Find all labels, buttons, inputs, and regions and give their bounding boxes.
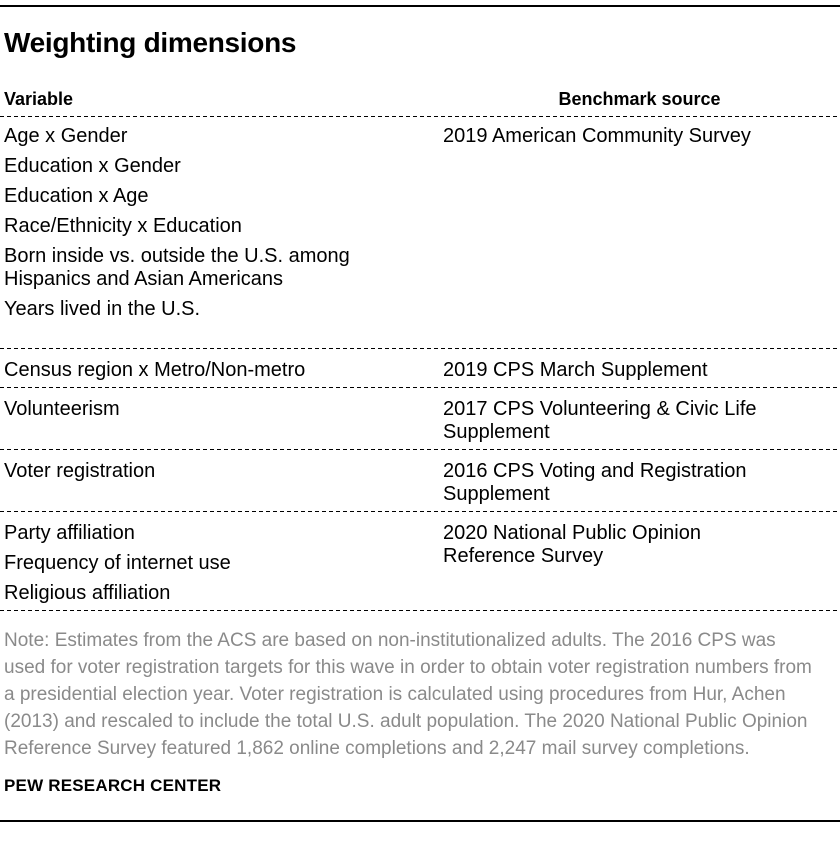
table-row: Age x Gender Education x Gender Education …: [0, 117, 840, 349]
column-header-benchmark-source: Benchmark source: [558, 89, 721, 109]
variable-item: Years lived in the U.S.: [4, 298, 201, 320]
table-row: Party affiliation Frequency of internet u…: [0, 512, 840, 611]
variable-item: Voter registration: [4, 460, 156, 482]
variable-cell: Age x Gender Education x Gender Education …: [0, 125, 439, 321]
variable-item: Age x Gender: [4, 125, 128, 147]
variable-item: Frequency of internet use: [4, 552, 231, 574]
variable-item: Race/Ethnicity x Education: [4, 215, 242, 237]
variable-cell: Party affiliation Frequency of internet u…: [0, 522, 439, 605]
source-cell: 2019 American Community Survey: [443, 125, 751, 147]
variable-item: Party affiliation: [4, 522, 135, 544]
variable-cell: Volunteerism: [0, 398, 439, 444]
top-rule: [0, 5, 840, 7]
table-row: Census region x Metro/Non-metro 2019 CPS…: [0, 349, 840, 388]
variable-cell: Voter registration: [0, 460, 439, 506]
table-row: Volunteerism 2017 CPS Volunteering & Civ…: [0, 388, 840, 450]
variable-item: Volunteerism: [4, 398, 120, 420]
source-cell: 2017 CPS Volunteering & Civic Life Suppl…: [443, 398, 757, 443]
variable-item: Born inside vs. outside the U.S. among H…: [4, 245, 350, 290]
table-header-row: Variable Benchmark source: [0, 89, 840, 117]
table-body: Age x Gender Education x Gender Education …: [0, 117, 840, 611]
variable-item: Religious affiliation: [4, 582, 171, 604]
variable-item: Census region x Metro/Non-metro: [4, 359, 306, 381]
page-title: Weighting dimensions: [4, 27, 297, 58]
variable-item: Education x Gender: [4, 155, 181, 177]
variable-cell: Census region x Metro/Non-metro: [0, 359, 439, 382]
source-cell: 2016 CPS Voting and Registration Supplem…: [443, 460, 747, 505]
source-cell: 2020 National Public Opinion Reference S…: [443, 522, 701, 567]
variable-item: Education x Age: [4, 185, 149, 207]
footer-brand: PEW RESEARCH CENTER: [4, 776, 222, 795]
table-row: Voter registration 2016 CPS Voting and R…: [0, 450, 840, 512]
note-text: Note: Estimates from the ACS are based o…: [4, 630, 812, 759]
source-cell: 2019 CPS March Supplement: [443, 359, 708, 381]
weighting-table: Variable Benchmark source Age x Gender Ed…: [0, 89, 840, 611]
bottom-rule: [0, 820, 840, 822]
column-header-variable: Variable: [4, 89, 74, 109]
